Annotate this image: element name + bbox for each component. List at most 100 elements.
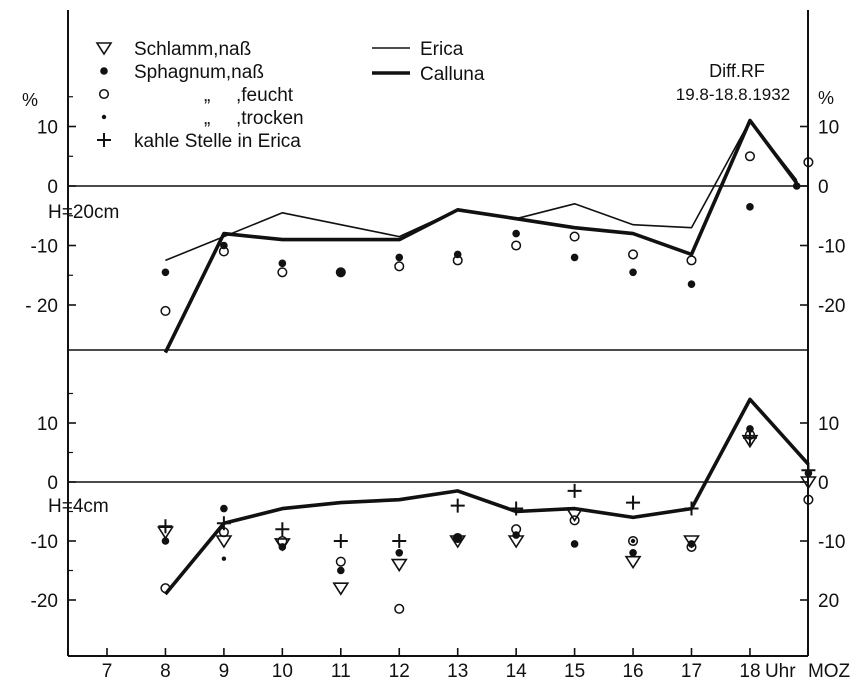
point-kahle_stelle [684,501,699,516]
point-sphagnum_feucht [803,494,814,505]
series-kahle_stelle [158,430,816,548]
point-sphagnum_nass [453,534,462,542]
chart-subtitle: 19.8-18.8.1932 [676,85,790,104]
point-sphagnum_feucht [744,151,756,162]
point-kahle_stelle [333,534,348,548]
chart-title: Diff.RF [709,61,765,81]
point-sphagnum_feucht [335,556,346,567]
panel-label: H=4cm [48,496,109,517]
y-tick-label-right: -20 [818,296,845,317]
x-tick-label: 13 [447,661,468,682]
legend-marker-kahle_stelle [97,133,111,147]
point-sphagnum_nass [161,537,170,545]
x-tick-label: 17 [681,661,702,682]
point-sphagnum_feucht [628,249,639,260]
point-sphagnum_nass [570,253,579,262]
x-axis: 7 8 9 10 11 12 13 14 15 16 17 18 Uhr MOZ [102,648,851,682]
point-sphagnum_trocken [221,556,227,561]
point-schlamm_nass [683,535,700,549]
point-sphagnum_feucht [452,533,463,544]
point-sphagnum_nass [687,540,696,548]
point-kahle_stelle [392,534,407,548]
series-line-calluna [164,397,810,596]
legend-marker-schlamm_nass [95,42,113,56]
x-tick-label: 8 [160,661,171,682]
legend-marker-sphagnum_trocken [101,114,107,120]
point-sphagnum_feucht [511,240,522,251]
x-tick-label: 14 [506,661,528,682]
point-kahle_stelle [801,463,816,478]
x-tick-label: 12 [389,661,410,682]
point-schlamm_nass [624,555,642,570]
y-axis-label-right: % [818,88,834,108]
y-tick-label-right: -10 [818,532,845,553]
point-sphagnum_feucht [218,246,229,257]
legend-marker-sphagnum_nass [100,67,108,75]
y-tick-label-right: 10 [818,414,839,435]
series-calluna [164,397,810,596]
point-sphagnum_feucht [686,541,697,552]
point-sphagnum_nass [792,182,801,190]
point-sphagnum_feucht [628,535,639,547]
y-tick-label-right: -10 [818,237,845,258]
x-tick-label: 18 [739,661,760,682]
x-tick-label: 15 [564,661,585,682]
series-line-calluna [163,118,799,354]
point-sphagnum_nass [512,229,520,238]
y-tick-label-left: - 20 [25,296,58,317]
panel-1: 10 10 0 0 -10 -10 - 20 -20 H=20cm [25,96,845,354]
point-kahle_stelle [216,516,231,531]
legend-label-kahle_stelle: kahle Stelle in Erica [134,131,301,152]
y-tick-label-right: 10 [818,118,839,139]
point-sphagnum_nass [220,504,228,513]
legend-item-calluna: Calluna [372,64,485,85]
series-sphagnum_trocken [221,538,636,561]
point-kahle_stelle [509,501,524,516]
point-sphagnum_feucht [686,255,697,266]
point-sphagnum_feucht [569,231,580,242]
point-sphagnum_nass [687,280,696,288]
point-kahle_stelle [158,519,173,534]
y-tick-label-right: 20 [818,591,839,612]
point-sphagnum_feucht [160,583,171,594]
series-sphagnum_feucht [160,429,814,614]
point-sphagnum_nass [746,203,754,211]
point-sphagnum_feucht [160,305,171,317]
legend-label-calluna: Calluna [420,64,485,85]
point-schlamm_nass [566,508,584,522]
point-schlamm_nass [332,582,350,596]
point-sphagnum_feucht [511,524,522,535]
legend-label-erica: Erica [420,39,464,60]
point-sphagnum_nass [395,253,404,262]
point-sphagnum_feucht [569,515,580,526]
y-tick-label-left: 0 [47,177,58,198]
point-sphagnum_feucht [277,535,288,547]
y-tick-label-left: 10 [37,414,58,435]
point-sphagnum_nass [337,566,345,575]
point-sphagnum_feucht [394,603,405,614]
legend-item-erica: Erica [372,39,464,60]
point-schlamm_nass [390,558,408,573]
point-sphagnum_nass [337,268,345,277]
point-sphagnum_feucht [277,267,288,278]
legend-item-sphagnum_trocken: „ ,trocken [101,108,304,129]
y-tick-label-right: 0 [818,177,829,198]
x-tick-label: 7 [102,661,113,682]
y-tick-label-left: -10 [31,532,58,553]
point-sphagnum_nass [161,268,170,277]
point-sphagnum_feucht [335,267,346,278]
x-unit-label: Uhr [765,661,796,682]
y-axis-label-left: % [22,90,38,110]
x-tick-label: 9 [219,661,230,682]
legend-item-sphagnum_nass: Sphagnum,naß [100,62,264,83]
x-tick-label: 10 [272,661,293,682]
point-sphagnum_trocken [630,538,636,544]
point-kahle_stelle [275,522,290,537]
point-kahle_stelle [567,483,582,498]
panel-label: H=20cm [48,202,119,223]
point-kahle_stelle [450,498,465,513]
legend-label-sphagnum_feucht: ,feucht [236,85,294,106]
legend-item-kahle_stelle: kahle Stelle in Erica [97,131,301,152]
point-schlamm_nass [215,535,233,549]
